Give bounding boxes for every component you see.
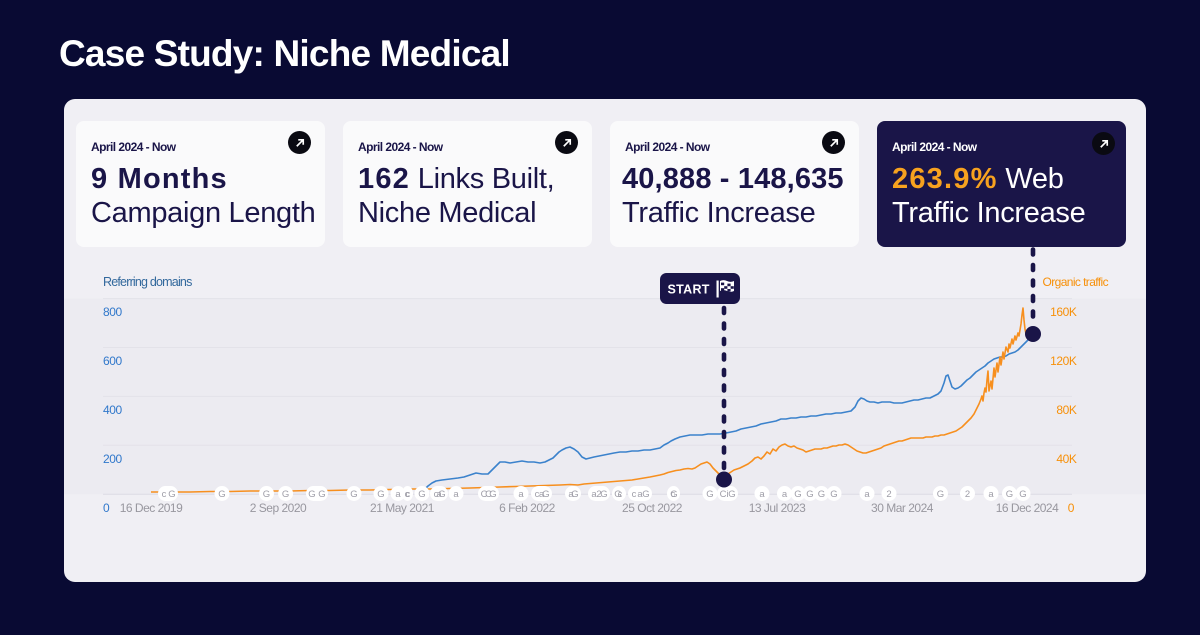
- svg-text:G: G: [571, 489, 578, 500]
- svg-text:G: G: [542, 489, 549, 500]
- svg-text:G: G: [614, 489, 621, 500]
- svg-text:G: G: [1019, 489, 1026, 500]
- svg-text:2 Sep 2020: 2 Sep 2020: [250, 501, 307, 515]
- svg-text:i: i: [726, 489, 728, 500]
- svg-text:G: G: [706, 489, 713, 500]
- svg-text:G: G: [806, 489, 813, 500]
- svg-text:G: G: [350, 489, 357, 500]
- svg-text:G: G: [794, 489, 801, 500]
- svg-text:13 Jul 2023: 13 Jul 2023: [749, 501, 806, 515]
- svg-text:G: G: [263, 489, 270, 500]
- svg-text:a: a: [591, 489, 597, 500]
- svg-text:c: c: [671, 489, 676, 500]
- svg-text:G: G: [282, 489, 289, 500]
- svg-text:C: C: [481, 489, 488, 500]
- svg-text:21 May 2021: 21 May 2021: [370, 501, 435, 515]
- svg-text:G: G: [318, 489, 325, 500]
- svg-text:G: G: [438, 489, 445, 500]
- svg-text:c: c: [405, 489, 410, 500]
- svg-text:G: G: [308, 489, 315, 500]
- svg-text:160K: 160K: [1050, 305, 1077, 319]
- svg-text:G: G: [830, 489, 837, 500]
- svg-text:25 Oct 2022: 25 Oct 2022: [622, 501, 683, 515]
- svg-text:400: 400: [103, 403, 123, 417]
- svg-text:0: 0: [103, 501, 110, 515]
- svg-text:c: c: [618, 489, 623, 500]
- svg-text:a: a: [637, 489, 643, 500]
- svg-text:16 Dec 2019: 16 Dec 2019: [120, 501, 183, 515]
- svg-text:Organic traffic: Organic traffic: [1043, 275, 1109, 289]
- svg-text:G: G: [642, 489, 649, 500]
- svg-text:200: 200: [103, 452, 123, 466]
- svg-text:G: G: [937, 489, 944, 500]
- svg-text:16 Dec 2024: 16 Dec 2024: [996, 501, 1059, 515]
- svg-text:G: G: [818, 489, 825, 500]
- svg-text:2: 2: [886, 489, 891, 500]
- svg-text:C: C: [485, 489, 492, 500]
- svg-text:600: 600: [103, 354, 123, 368]
- svg-text:120K: 120K: [1050, 354, 1077, 368]
- svg-text:80K: 80K: [1056, 403, 1077, 417]
- svg-text:G: G: [1006, 489, 1013, 500]
- svg-text:a: a: [864, 489, 870, 500]
- svg-text:c: c: [162, 489, 167, 500]
- svg-text:a: a: [782, 489, 788, 500]
- svg-text:c: c: [406, 489, 411, 500]
- svg-text:800: 800: [103, 305, 123, 319]
- svg-text:30 Mar 2024: 30 Mar 2024: [871, 501, 934, 515]
- svg-text:0: 0: [1068, 501, 1075, 515]
- svg-text:G: G: [168, 489, 175, 500]
- svg-text:6 Feb 2022: 6 Feb 2022: [499, 501, 556, 515]
- svg-text:G: G: [489, 489, 496, 500]
- svg-text:a: a: [988, 489, 994, 500]
- svg-text:a: a: [453, 489, 459, 500]
- svg-text:a: a: [518, 489, 524, 500]
- svg-text:a: a: [568, 489, 574, 500]
- svg-text:G: G: [218, 489, 225, 500]
- svg-text:c: c: [434, 489, 439, 500]
- svg-text:c: c: [632, 489, 637, 500]
- svg-text:START: START: [668, 283, 710, 297]
- svg-text:G: G: [600, 489, 607, 500]
- svg-text:G: G: [418, 489, 425, 500]
- svg-text:G: G: [728, 489, 735, 500]
- svg-text:C: C: [720, 489, 727, 500]
- svg-text:G: G: [377, 489, 384, 500]
- svg-text:Referring domains: Referring domains: [103, 275, 192, 289]
- svg-text:a: a: [759, 489, 765, 500]
- svg-text:a: a: [539, 489, 545, 500]
- svg-text:a: a: [436, 489, 442, 500]
- svg-text:2: 2: [596, 489, 601, 500]
- svg-text:c: c: [535, 489, 540, 500]
- svg-text:2: 2: [965, 489, 970, 500]
- svg-text:40K: 40K: [1056, 452, 1077, 466]
- svg-text:a: a: [395, 489, 401, 500]
- svg-text:G: G: [670, 489, 677, 500]
